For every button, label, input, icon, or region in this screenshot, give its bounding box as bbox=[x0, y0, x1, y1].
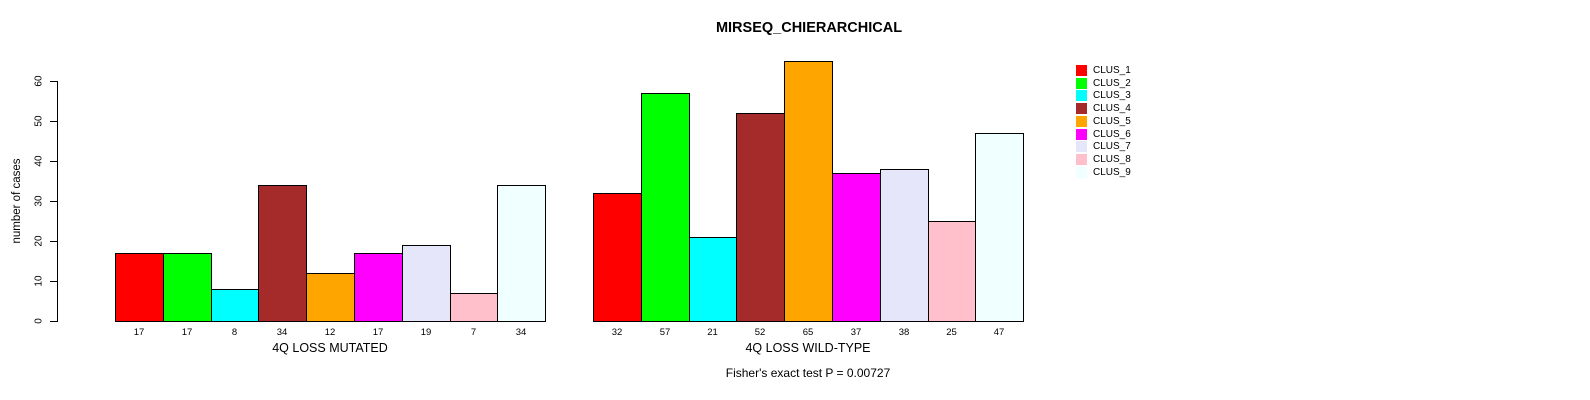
legend-swatch bbox=[1076, 89, 1087, 101]
bar-value-label: 47 bbox=[993, 327, 1005, 338]
bar-clus_1 bbox=[115, 253, 164, 322]
y-tick-label: 30 bbox=[33, 195, 45, 207]
legend-swatch bbox=[1076, 140, 1087, 152]
legend-swatch bbox=[1076, 64, 1087, 76]
bar-clus_8 bbox=[928, 221, 976, 322]
annotation-fisher-test: Fisher's exact test P = 0.00727 bbox=[725, 366, 891, 380]
bar-value-label: 7 bbox=[470, 327, 477, 338]
y-tick-mark bbox=[50, 321, 57, 322]
bar-value-label: 52 bbox=[754, 327, 766, 338]
legend-item-clus_2: CLUS_2 bbox=[1076, 77, 1131, 89]
chart-title: MIRSEQ_CHIERARCHICAL bbox=[715, 20, 903, 36]
legend-item-clus_5: CLUS_5 bbox=[1076, 115, 1131, 127]
bar-clus_6 bbox=[354, 253, 403, 322]
y-tick-mark bbox=[50, 161, 57, 162]
bar-clus_2 bbox=[163, 253, 212, 322]
y-tick-label: 60 bbox=[33, 75, 45, 87]
bar-value-label: 17 bbox=[372, 327, 384, 338]
bar-clus_7 bbox=[402, 245, 451, 322]
y-tick-mark bbox=[50, 201, 57, 202]
bar-clus_4 bbox=[258, 185, 307, 322]
legend-swatch bbox=[1076, 115, 1087, 127]
bar-clus_4 bbox=[736, 113, 785, 322]
legend-item-clus_3: CLUS_3 bbox=[1076, 89, 1131, 101]
bar-value-label: 25 bbox=[946, 327, 957, 338]
bar-clus_2 bbox=[641, 93, 690, 322]
bar-value-label: 57 bbox=[659, 327, 671, 338]
bar-value-label: 12 bbox=[324, 327, 336, 338]
legend-swatch bbox=[1076, 166, 1087, 178]
legend-label: CLUS_9 bbox=[1093, 166, 1131, 178]
legend-item-clus_1: CLUS_1 bbox=[1076, 64, 1131, 76]
legend-label: CLUS_6 bbox=[1093, 128, 1131, 140]
legend-item-clus_7: CLUS_7 bbox=[1076, 140, 1131, 152]
bar-clus_6 bbox=[832, 173, 881, 322]
bar-clus_3 bbox=[211, 289, 259, 322]
bar-value-label: 65 bbox=[802, 327, 814, 338]
legend-item-clus_9: CLUS_9 bbox=[1076, 166, 1131, 178]
bar-value-label: 17 bbox=[133, 327, 145, 338]
bar-clus_9 bbox=[975, 133, 1024, 322]
legend-label: CLUS_5 bbox=[1093, 115, 1131, 127]
bar-value-label: 17 bbox=[181, 327, 193, 338]
bar-value-label: 34 bbox=[515, 327, 527, 338]
y-axis-label: number of cases bbox=[11, 158, 23, 244]
legend-swatch bbox=[1076, 102, 1087, 114]
legend-item-clus_8: CLUS_8 bbox=[1076, 153, 1131, 165]
bar-value-label: 38 bbox=[898, 327, 910, 338]
bar-clus_8 bbox=[450, 293, 498, 322]
y-tick-mark bbox=[50, 81, 57, 82]
y-axis-line bbox=[57, 81, 58, 322]
bar-clus_5 bbox=[306, 273, 355, 322]
y-tick-mark bbox=[50, 241, 57, 242]
y-tick-mark bbox=[50, 281, 57, 282]
legend-label: CLUS_8 bbox=[1093, 153, 1131, 165]
legend-item-clus_6: CLUS_6 bbox=[1076, 128, 1131, 140]
group-label: 4Q LOSS WILD-TYPE bbox=[745, 341, 871, 355]
y-tick-label: 10 bbox=[33, 275, 45, 287]
legend-label: CLUS_2 bbox=[1093, 77, 1131, 89]
group-label: 4Q LOSS MUTATED bbox=[272, 341, 388, 355]
legend-label: CLUS_7 bbox=[1093, 140, 1131, 152]
bar-value-label: 37 bbox=[850, 327, 862, 338]
legend-swatch bbox=[1076, 128, 1087, 140]
y-tick-mark bbox=[50, 121, 57, 122]
legend-label: CLUS_4 bbox=[1093, 102, 1131, 114]
y-tick-label: 20 bbox=[33, 235, 45, 247]
legend-item-clus_4: CLUS_4 bbox=[1076, 102, 1131, 114]
y-tick-label: 50 bbox=[33, 115, 45, 127]
bar-value-label: 32 bbox=[611, 327, 623, 338]
legend-swatch bbox=[1076, 77, 1087, 89]
bar-clus_9 bbox=[497, 185, 546, 322]
bar-clus_1 bbox=[593, 193, 642, 322]
legend-label: CLUS_1 bbox=[1093, 64, 1131, 76]
bar-value-label: 19 bbox=[420, 327, 432, 338]
bar-value-label: 21 bbox=[707, 327, 718, 338]
bar-clus_3 bbox=[689, 237, 737, 322]
y-tick-label: 0 bbox=[33, 318, 45, 324]
legend-swatch bbox=[1076, 153, 1087, 165]
bar-clus_5 bbox=[784, 61, 833, 322]
bar-value-label: 34 bbox=[276, 327, 288, 338]
legend-label: CLUS_3 bbox=[1093, 89, 1131, 101]
bar-value-label: 8 bbox=[231, 327, 238, 338]
y-tick-label: 40 bbox=[33, 155, 45, 167]
bar-clus_7 bbox=[880, 169, 929, 322]
